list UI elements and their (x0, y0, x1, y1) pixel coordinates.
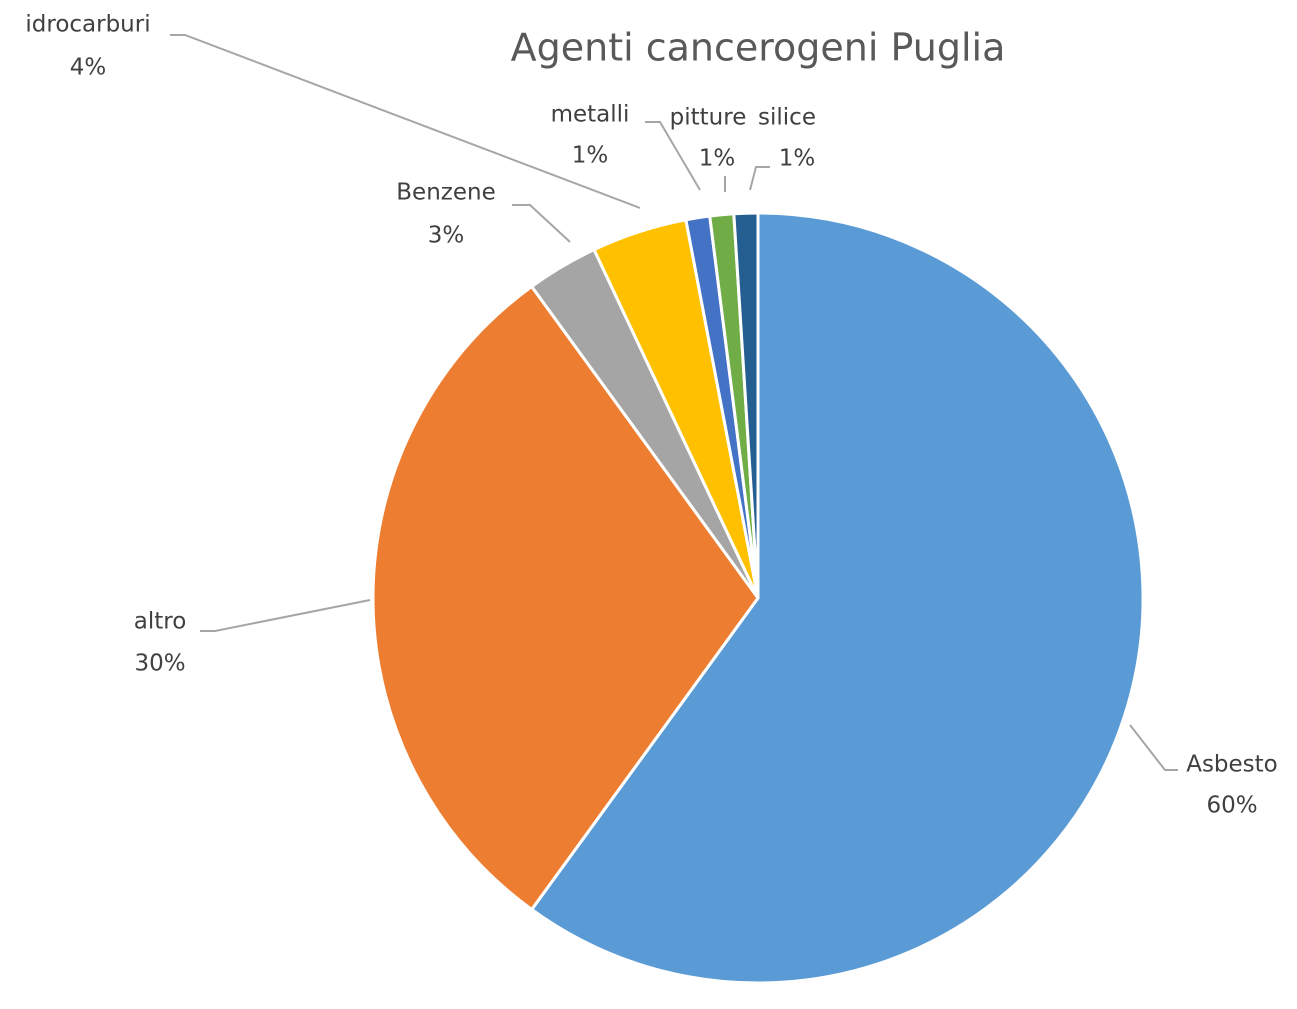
slice-label: altro (134, 609, 187, 635)
leader-line (170, 34, 641, 209)
pie-slice (732, 211, 760, 599)
leader-line (749, 166, 770, 191)
leader-line (200, 599, 371, 632)
slice-value-label: 60% (1206, 793, 1257, 819)
leader-line (1129, 724, 1178, 771)
slice-value-label: 1% (572, 143, 609, 169)
leader-line (645, 121, 701, 191)
slice-value-label: 30% (134, 651, 185, 677)
chart-title: Agenti cancerogeni Puglia (511, 26, 1006, 70)
slice-label: idrocarburi (25, 12, 150, 38)
slice-label: Asbesto (1186, 752, 1278, 778)
slice-label: metalli (551, 102, 630, 128)
pie-slice (371, 284, 760, 912)
slice-label: pitture (670, 105, 747, 131)
leader-line (512, 204, 571, 243)
slice-value-label: 3% (428, 223, 465, 249)
slice-label: Benzene (396, 180, 495, 206)
slice-value-label: 1% (699, 146, 736, 172)
slice-value-label: 4% (70, 55, 107, 81)
slice-value-label: 1% (779, 146, 816, 172)
pie-slice (529, 211, 1145, 985)
slice-label: silice (758, 105, 816, 131)
